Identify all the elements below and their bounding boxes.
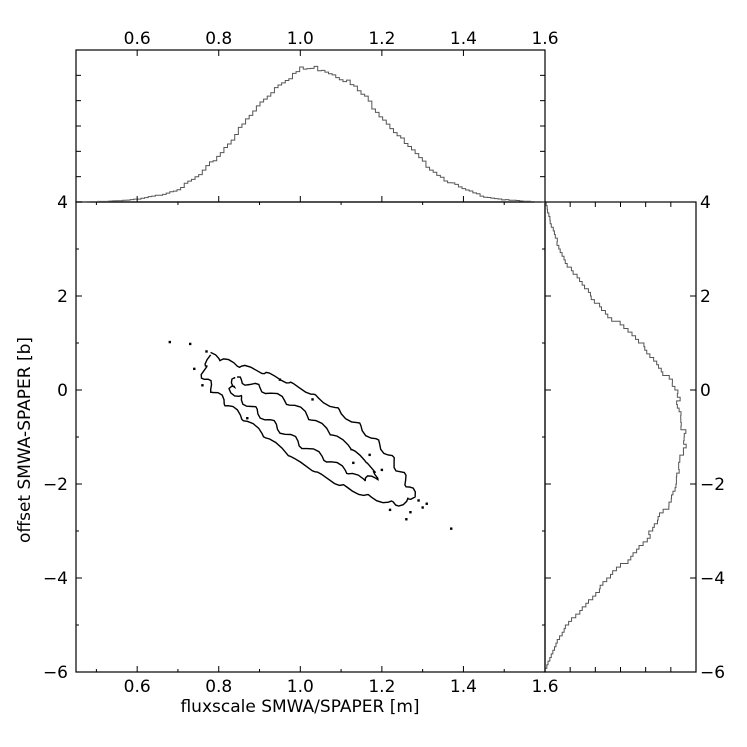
y-tick-label: 2 [57, 287, 68, 307]
scatter-point [450, 527, 453, 530]
scatter-point [380, 468, 384, 472]
contour-outer [200, 351, 417, 507]
scatter-point [352, 461, 355, 465]
scatter-point [388, 508, 392, 512]
right-y-tick-label: 4 [700, 193, 711, 213]
right-y-tick-label: −6 [700, 663, 725, 683]
scatter-point [311, 398, 314, 401]
x-axis-label: fluxscale SMWA/SPAPER [m] [180, 697, 419, 717]
scatter-point [417, 499, 420, 502]
x-tick-label: 1.0 [287, 677, 314, 697]
scatter-point [168, 340, 171, 344]
scatter-specks [168, 340, 453, 530]
right-panel-frame [544, 201, 697, 673]
x-tick-label: 1.2 [368, 677, 395, 697]
x-tick-label: 0.6 [124, 677, 151, 697]
top-x-tick-label: 1.6 [531, 29, 558, 49]
axis-ticks [76, 50, 696, 673]
scatter-point [409, 511, 412, 514]
contour-inner [228, 376, 379, 482]
main-panel-frame [75, 201, 546, 673]
scatter-point [205, 350, 208, 353]
x-tick-label: 1.4 [450, 677, 477, 697]
scatter-point [421, 506, 424, 509]
y-tick-label: 0 [57, 381, 68, 401]
y-tick-label: 4 [57, 193, 68, 213]
scatter-point [201, 384, 204, 387]
tick-labels: 0.6 0.8 1.0 1.2 1.4 1.6 0.6 0.8 1.0 1.2 1.4 1.6 4 2 0 −… [43, 29, 725, 697]
histogram-y [544, 201, 687, 672]
top-x-tick-label: 0.8 [205, 29, 232, 49]
top-x-tick-label: 1.4 [450, 29, 477, 49]
scatter-point [188, 342, 192, 346]
scatter-point [425, 502, 428, 505]
top-x-tick-label: 1.0 [287, 29, 314, 49]
scatter-point [405, 518, 408, 521]
y-tick-label: −4 [43, 569, 68, 589]
x-tick-label: 1.6 [531, 677, 558, 697]
y-tick-label: −6 [43, 663, 68, 683]
marginal-histograms [76, 65, 687, 672]
top-x-tick-label: 1.2 [368, 29, 395, 49]
top-x-tick-label: 0.6 [124, 29, 151, 49]
joint-contours [200, 351, 417, 507]
right-y-tick-label: 0 [700, 381, 711, 401]
right-y-tick-label: −2 [700, 475, 725, 495]
scatter-point [193, 367, 196, 371]
right-y-tick-label: −4 [700, 569, 725, 589]
scatter-point [278, 378, 282, 381]
histogram-x [76, 65, 546, 203]
panel-frames [75, 49, 697, 673]
scatter-point [368, 453, 371, 457]
y-tick-label: −2 [43, 475, 68, 495]
scatter-point [246, 417, 249, 420]
top-panel-frame [75, 49, 546, 203]
y-axis-label: offset SMWA-SPAPER [b] [15, 337, 35, 543]
x-tick-label: 0.8 [205, 677, 232, 697]
right-y-tick-label: 2 [700, 287, 711, 307]
